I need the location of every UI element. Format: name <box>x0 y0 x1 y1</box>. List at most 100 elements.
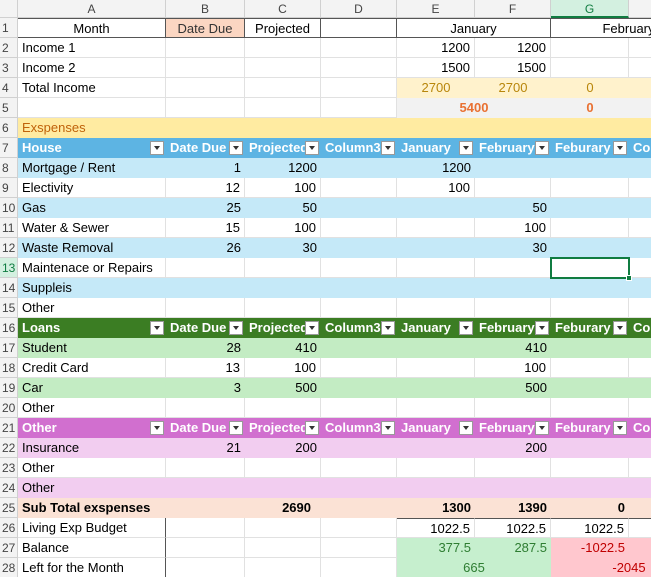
cell[interactable] <box>397 238 475 258</box>
cell[interactable] <box>245 298 321 318</box>
filter-dropdown[interactable] <box>229 321 243 335</box>
cell[interactable]: Date Due <box>166 18 245 38</box>
cell[interactable] <box>18 98 166 118</box>
cell[interactable]: 13 <box>166 358 245 378</box>
cell[interactable]: 665 <box>397 558 551 577</box>
cell[interactable]: Other <box>18 298 166 318</box>
cell[interactable] <box>551 58 629 78</box>
cell[interactable] <box>397 458 475 478</box>
filter-dropdown[interactable] <box>305 421 319 435</box>
cell[interactable] <box>629 198 651 218</box>
cell[interactable] <box>321 78 397 98</box>
cell[interactable] <box>321 118 397 138</box>
cell[interactable] <box>475 178 551 198</box>
filter-dropdown[interactable] <box>613 321 627 335</box>
table-header-cell[interactable]: Projected <box>245 418 321 438</box>
cell[interactable] <box>245 398 321 418</box>
cell[interactable] <box>629 178 651 198</box>
cell[interactable] <box>321 498 397 518</box>
filter-dropdown[interactable] <box>459 421 473 435</box>
filter-dropdown[interactable] <box>229 421 243 435</box>
cell[interactable]: 1200 <box>397 158 475 178</box>
table-header-cell[interactable]: January <box>397 418 475 438</box>
cell[interactable] <box>629 498 651 518</box>
cell[interactable] <box>397 118 475 138</box>
cell[interactable]: 200 <box>245 438 321 458</box>
cell[interactable]: 1 <box>166 158 245 178</box>
cell[interactable]: 1200 <box>397 38 475 58</box>
cell[interactable] <box>321 438 397 458</box>
cell[interactable]: 1022.5 <box>397 518 475 538</box>
cell[interactable] <box>629 518 651 538</box>
cell[interactable] <box>245 538 321 558</box>
table-header-cell[interactable]: February <box>475 418 551 438</box>
cell[interactable]: Left for the Month <box>18 558 166 577</box>
cell[interactable]: 3 <box>166 378 245 398</box>
cell[interactable] <box>475 398 551 418</box>
cell[interactable] <box>551 278 629 298</box>
cell[interactable] <box>321 58 397 78</box>
cell[interactable]: 1200 <box>245 158 321 178</box>
cell[interactable] <box>551 398 629 418</box>
table-header-cell[interactable]: Other <box>18 418 166 438</box>
filter-dropdown[interactable] <box>535 141 549 155</box>
cell[interactable] <box>475 278 551 298</box>
cell[interactable] <box>166 538 245 558</box>
table-header-cell[interactable]: February <box>475 138 551 158</box>
filter-dropdown[interactable] <box>535 421 549 435</box>
cell[interactable] <box>321 158 397 178</box>
cell[interactable] <box>475 118 551 138</box>
cell[interactable]: 1022.5 <box>475 518 551 538</box>
cell[interactable] <box>475 258 551 278</box>
cell[interactable]: Insurance <box>18 438 166 458</box>
cell[interactable]: 15 <box>166 218 245 238</box>
cell[interactable]: Gas <box>18 198 166 218</box>
cell[interactable] <box>166 258 245 278</box>
filter-dropdown[interactable] <box>150 421 164 435</box>
filter-dropdown[interactable] <box>613 141 627 155</box>
filter-dropdown[interactable] <box>535 321 549 335</box>
cell[interactable] <box>166 58 245 78</box>
cell[interactable] <box>551 478 629 498</box>
cell[interactable]: 1500 <box>475 58 551 78</box>
cell[interactable] <box>629 38 651 58</box>
cell[interactable]: Total Income <box>18 78 166 98</box>
cell[interactable] <box>321 358 397 378</box>
cell[interactable]: Maintenace or Repairs <box>18 258 166 278</box>
cell[interactable] <box>551 458 629 478</box>
cell[interactable]: Living Exp Budget <box>18 518 166 538</box>
table-header-cell[interactable]: Date Due <box>166 138 245 158</box>
cell[interactable] <box>397 338 475 358</box>
cell[interactable]: Balance <box>18 538 166 558</box>
cell[interactable]: 2700 <box>475 78 551 98</box>
cell[interactable] <box>629 458 651 478</box>
cell[interactable]: Suppleis <box>18 278 166 298</box>
table-header-cell[interactable]: Projected <box>245 318 321 338</box>
cell[interactable]: 500 <box>475 378 551 398</box>
cell[interactable] <box>629 338 651 358</box>
cell[interactable] <box>629 118 651 138</box>
cell[interactable] <box>245 478 321 498</box>
cell[interactable] <box>166 458 245 478</box>
cell[interactable] <box>475 298 551 318</box>
cell[interactable] <box>321 398 397 418</box>
cell[interactable] <box>629 358 651 378</box>
cell[interactable]: -2045 <box>551 558 651 577</box>
cell[interactable]: 1022.5 <box>551 518 629 538</box>
cell[interactable]: Sub Total exspenses <box>18 498 166 518</box>
table-header-cell[interactable]: Feburary <box>551 138 629 158</box>
cell[interactable] <box>321 378 397 398</box>
table-header-cell[interactable]: Column3 <box>321 138 397 158</box>
cell[interactable]: Student <box>18 338 166 358</box>
cell[interactable] <box>321 278 397 298</box>
cell[interactable]: Other <box>18 478 166 498</box>
cell[interactable] <box>629 298 651 318</box>
cell[interactable]: 1200 <box>475 38 551 58</box>
cell[interactable]: Month <box>18 18 166 38</box>
cell[interactable] <box>629 398 651 418</box>
cell[interactable]: 0 <box>551 498 629 518</box>
table-header-cell[interactable]: Feburary <box>551 418 629 438</box>
cell[interactable] <box>551 118 629 138</box>
cell[interactable] <box>166 298 245 318</box>
filter-dropdown[interactable] <box>381 421 395 435</box>
